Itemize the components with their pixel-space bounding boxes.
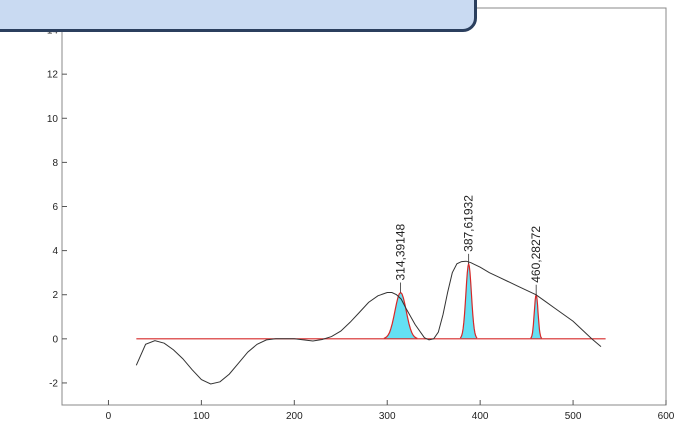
x-tick-label: 100 <box>193 411 210 422</box>
plot-frame <box>61 7 667 406</box>
y-tick-label: 4 <box>52 246 58 257</box>
x-tick-label: 600 <box>658 411 675 422</box>
peak-label: 314,39148 <box>394 223 408 280</box>
x-tick-label: 0 <box>106 411 112 422</box>
peak-label: 460,28272 <box>529 226 543 283</box>
x-tick-label: 200 <box>286 411 303 422</box>
callout-box <box>0 0 477 32</box>
peak-fill <box>383 292 418 339</box>
x-tick-label: 500 <box>565 411 582 422</box>
peak-label: 387,61932 <box>462 195 476 252</box>
y-tick-label: 2 <box>52 290 58 301</box>
x-tick-label: 400 <box>472 411 489 422</box>
x-tick-label: 300 <box>379 411 396 422</box>
y-axis: -202468101214 <box>47 26 67 389</box>
peak-labels: 314,39148 387,61932 460,28272 <box>394 195 543 295</box>
y-tick-label: 12 <box>47 70 59 81</box>
spectrum-line <box>135 260 602 385</box>
y-tick-label: 6 <box>52 202 58 213</box>
y-tick-label: 8 <box>52 158 58 169</box>
y-tick-label: -2 <box>49 378 58 389</box>
y-tick-label: 10 <box>47 114 59 125</box>
y-tick-label: 0 <box>52 334 58 345</box>
x-axis: 0 100 200 300 400 500 600 <box>106 400 675 422</box>
